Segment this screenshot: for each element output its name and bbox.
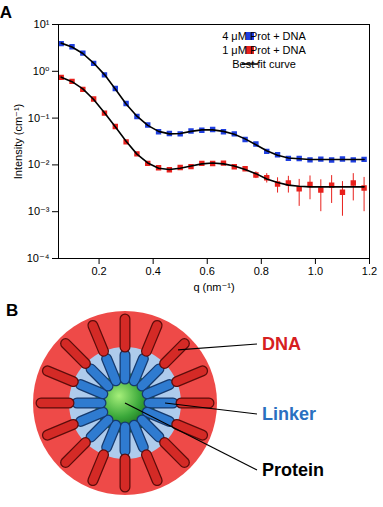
svg-text:4 μM Prot + DNA: 4 μM Prot + DNA — [222, 30, 306, 42]
svg-text:10¹: 10¹ — [34, 18, 50, 30]
svg-text:10⁻²: 10⁻² — [28, 158, 50, 170]
svg-text:Protein: Protein — [262, 460, 324, 480]
svg-text:Best fit curve: Best fit curve — [232, 58, 296, 70]
svg-text:A: A — [0, 3, 12, 22]
svg-text:0.6: 0.6 — [200, 265, 215, 277]
svg-text:1 μM Prot + DNA: 1 μM Prot + DNA — [222, 44, 306, 56]
svg-text:10⁻¹: 10⁻¹ — [28, 112, 50, 124]
svg-text:1.2: 1.2 — [362, 265, 377, 277]
svg-text:Intensity (cm⁻¹): Intensity (cm⁻¹) — [12, 104, 24, 179]
svg-text:10⁻³: 10⁻³ — [28, 205, 50, 217]
svg-text:10⁰: 10⁰ — [33, 65, 50, 77]
svg-text:Linker: Linker — [262, 404, 316, 424]
svg-text:DNA: DNA — [262, 334, 301, 354]
svg-text:1.0: 1.0 — [308, 265, 323, 277]
svg-text:q (nm⁻¹): q (nm⁻¹) — [193, 281, 234, 293]
svg-text:10⁻⁴: 10⁻⁴ — [27, 252, 50, 264]
svg-text:0.4: 0.4 — [146, 265, 161, 277]
svg-text:0.2: 0.2 — [91, 265, 106, 277]
svg-text:B: B — [6, 301, 18, 320]
svg-text:0.8: 0.8 — [254, 265, 269, 277]
